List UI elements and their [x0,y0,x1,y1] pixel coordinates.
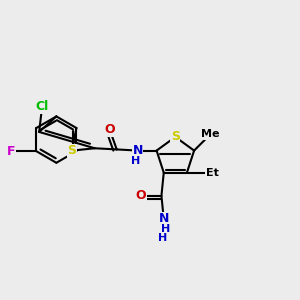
Text: Et: Et [206,168,219,178]
Text: F: F [7,145,15,158]
Text: N: N [159,212,169,226]
Text: H: H [160,224,170,234]
Text: S: S [171,130,180,143]
Text: H: H [158,233,167,243]
Text: Me: Me [201,129,220,139]
Text: H: H [131,156,141,166]
Text: Cl: Cl [35,100,49,113]
Text: N: N [132,144,143,157]
Text: O: O [135,189,146,202]
Text: S: S [67,144,76,157]
Text: O: O [104,123,115,136]
